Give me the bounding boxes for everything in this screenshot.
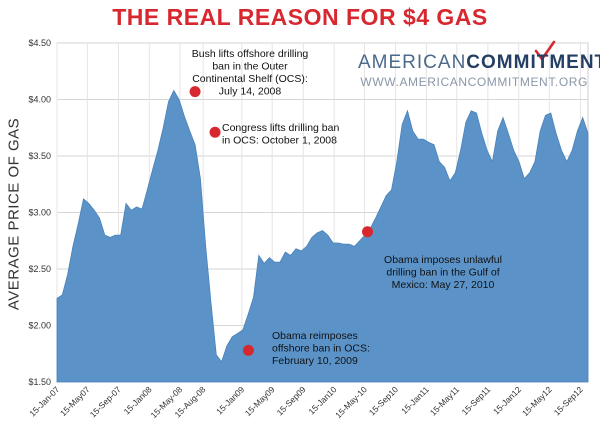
check-icon: [534, 40, 556, 61]
annotation-text: Obama reimposes offshore ban in OCS: Febru…: [272, 330, 370, 367]
x-tick-label: 15-Sep09: [275, 384, 308, 417]
x-tick-label: 15-May11: [428, 384, 462, 418]
y-tick-label: $4.50: [28, 38, 51, 48]
y-tick-label: $2.00: [28, 321, 51, 331]
brand-name: AMERICANCOMMITMENT: [358, 52, 600, 74]
y-tick-labels: $1.50 $2.00 $2.50 $3.00 $3.50 $4.00 $4.50: [28, 38, 51, 387]
y-tick-label: $4.00: [28, 95, 51, 105]
area-series: [56, 89, 589, 383]
x-tick-label: 15-May07: [58, 384, 92, 418]
brand-name-part1: AMERICAN: [358, 52, 467, 73]
annotation-text: Obama imposes unlawful drilling ban in th…: [384, 254, 502, 291]
x-tick-label: 15-Sep-07: [88, 384, 123, 419]
x-tick-label: 15-Jan12: [491, 384, 523, 416]
x-tick-label: 15-Sep11: [460, 384, 493, 417]
annotation-text: Congress lifts drilling ban in OCS: Octob…: [222, 122, 339, 147]
y-tick-label: $3.50: [28, 151, 51, 161]
x-tick-label: 15-May12: [520, 384, 554, 418]
brand-name-part2: COMMITMENT: [466, 52, 600, 73]
annotation-text: Bush lifts offshore drilling ban in the O…: [192, 48, 309, 98]
y-tick-label: $2.50: [28, 264, 51, 274]
y-tick-label: $3.00: [28, 208, 51, 218]
x-tick-label: 15-Sep12: [552, 384, 585, 417]
x-tick-label: 15-Jan09: [214, 384, 246, 416]
annotations: Bush lifts offshore drilling ban in the O…: [189, 48, 502, 367]
annotation-dot: [242, 344, 254, 356]
annotation-dot: [362, 226, 374, 238]
price-area: [56, 89, 589, 383]
brand-logo: AMERICANCOMMITMENT WWW.AMERICANCOMMITMEN…: [358, 52, 600, 89]
brand-url: WWW.AMERICANCOMMITMENT.ORG: [360, 75, 588, 89]
x-tick-label: 15-May-10: [333, 384, 369, 420]
x-tick-label: 15-Jan11: [399, 384, 431, 416]
annotation-dot: [209, 126, 221, 138]
chart-title: THE REAL REASON FOR $4 GAS: [112, 4, 488, 30]
x-tick-label: 15-Sep10: [367, 384, 400, 417]
annotation-dot: [189, 86, 201, 98]
x-tick-label: 15-May09: [243, 384, 277, 418]
y-tick-label: $1.50: [28, 377, 51, 387]
x-tick-label: 15-Jan-07: [27, 384, 61, 418]
x-tick-labels: 15-Jan-0715-May0715-Sep-0715-Jan0815-May…: [27, 384, 585, 420]
